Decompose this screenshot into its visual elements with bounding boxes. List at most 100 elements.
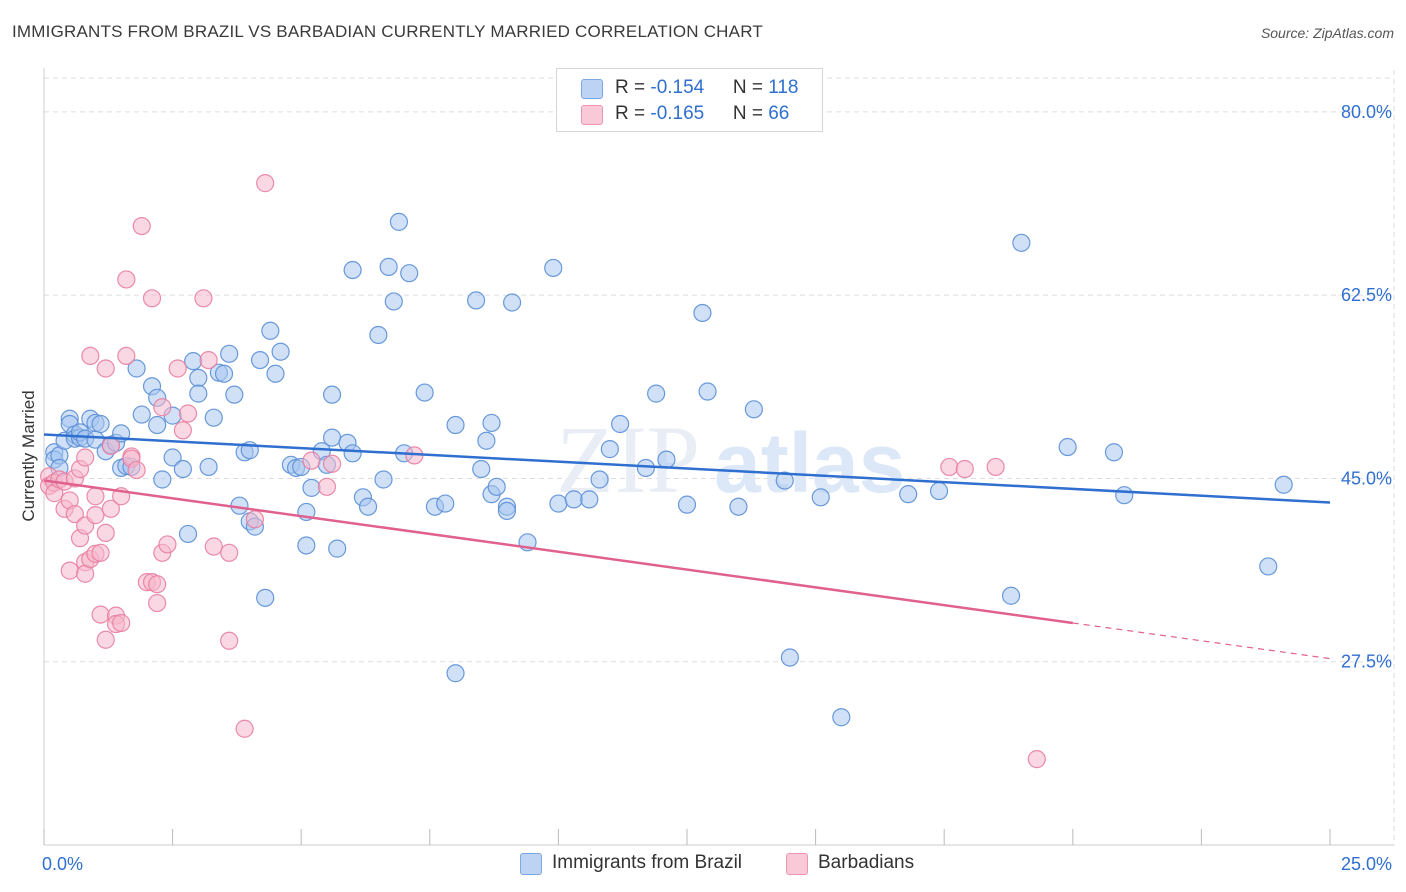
source-label: Source: ZipAtlas.com — [1260, 25, 1394, 41]
trend-line-barbadians-extension — [1072, 622, 1331, 660]
brazil-point-102 — [775, 471, 794, 490]
barbadians-point-60 — [322, 454, 342, 473]
brazil-point-79 — [446, 664, 465, 683]
legend-n-label: N = — [732, 77, 769, 98]
brazil-point-109 — [1012, 233, 1031, 252]
barbadians-point-22 — [91, 543, 110, 562]
legend-n-label: N = — [732, 103, 769, 124]
brazil-point-55 — [297, 536, 316, 555]
brazil-point-15 — [91, 414, 110, 434]
barbadians-point-51 — [199, 351, 218, 370]
legend-r-label: R = — [615, 103, 651, 124]
brazil-point-88 — [503, 293, 522, 312]
tick-labels: 27.5% 45.0% 62.5% 80.0% 0.0% 25.0% — [42, 102, 1392, 874]
barbadians-point-42 — [148, 593, 167, 613]
brazil-point-93 — [590, 470, 609, 489]
barbadians-point-25 — [96, 523, 115, 543]
brazil-point-116 — [600, 440, 619, 459]
bottom-legend-swatch-brazil — [520, 853, 542, 875]
brazil-point-48 — [256, 588, 275, 607]
brazil-point-68 — [369, 325, 388, 345]
brazil-point-23 — [127, 359, 146, 378]
brazil-point-87 — [497, 501, 517, 521]
legend-swatch-brazil — [581, 79, 603, 99]
brazil-point-51 — [271, 342, 290, 361]
brazil-point-111 — [1058, 437, 1077, 457]
brazil-point-67 — [358, 497, 378, 516]
legend-r-value-brazil: -0.154 — [650, 77, 705, 98]
barbadians-point-14 — [76, 448, 95, 467]
brazil-point-114 — [1274, 475, 1293, 494]
brazil-point-117 — [657, 450, 676, 469]
brazil-point-36 — [199, 457, 218, 477]
barbadians-point-28 — [101, 436, 120, 456]
brazil-point-77 — [436, 494, 455, 513]
barbadians-point-48 — [173, 421, 192, 440]
barbadians-point-59 — [940, 457, 959, 477]
barbadians-point-21 — [86, 506, 105, 525]
brazil-point-37 — [204, 408, 223, 427]
barbadians-point-9 — [65, 504, 84, 524]
brazil-point-61 — [322, 428, 342, 447]
barbadians-point-50 — [194, 289, 213, 308]
bottom-legend-label-brazil: Immigrants from Brazil — [552, 852, 743, 873]
barbadians-point-46 — [158, 535, 177, 554]
brazil-point-82 — [477, 431, 496, 450]
brazil-point-107 — [929, 481, 949, 501]
brazil-point-110 — [1104, 443, 1124, 462]
bottom-legend-label-barbadians: Barbadians — [818, 852, 915, 873]
barbadians-point-23 — [91, 605, 110, 624]
brazil-point-57 — [302, 478, 321, 497]
legend-swatch-barbadians — [581, 105, 603, 125]
barbadians-point-53 — [220, 543, 239, 562]
brazil-point-104 — [811, 488, 830, 507]
barbadians-point-33 — [117, 346, 136, 366]
brazil-point-99 — [698, 382, 717, 401]
brazil-point-115 — [580, 490, 599, 509]
barbadians-point-65 — [256, 174, 275, 193]
brazil-point-33 — [184, 352, 203, 371]
brazil-point-47 — [250, 351, 270, 370]
brazil-point-31 — [173, 459, 192, 479]
trend-line-barbadians — [43, 479, 1073, 625]
barbadians-point-43 — [148, 575, 167, 594]
y-tick-label-3: 80.0% — [1341, 102, 1392, 122]
barbadians-point-38 — [132, 216, 151, 236]
barbadians-point-57 — [302, 451, 321, 470]
brazil-point-62 — [328, 539, 347, 558]
x-tick-label-0: 0.0% — [42, 854, 83, 874]
brazil-point-94 — [611, 414, 630, 434]
brazil-point-81 — [472, 459, 491, 479]
brazil-point-39 — [214, 364, 234, 383]
barbadians-point-37 — [127, 460, 146, 480]
brazil-point-60 — [322, 385, 342, 404]
brazil-point-91 — [549, 494, 568, 513]
barbadians-point-19 — [86, 487, 105, 506]
brazil-point-112 — [1259, 557, 1278, 576]
barbadians-point-61 — [317, 477, 337, 496]
brazil-point-105 — [832, 708, 851, 727]
brazil-point-75 — [415, 383, 434, 402]
brazil-point-85 — [487, 477, 506, 496]
brazil-point-35 — [189, 384, 208, 403]
brazil-point-98 — [693, 303, 712, 323]
barbadians-point-55 — [235, 719, 254, 738]
trend-line-brazil — [43, 433, 1331, 504]
barbadians-point-34 — [117, 270, 136, 289]
chart-title: IMMIGRANTS FROM BRAZIL VS BARBADIAN CURR… — [12, 22, 763, 41]
barbadians-point-52 — [204, 537, 223, 556]
brazil-point-113 — [1115, 486, 1134, 505]
barbadians-point-24 — [96, 359, 115, 378]
legend-r-value-barbadians: -0.165 — [650, 103, 705, 124]
barbadians-point-31 — [112, 613, 131, 633]
barbadians-point-26 — [96, 630, 115, 649]
brazil-point-108 — [1001, 586, 1021, 605]
barbadians-point-47 — [168, 359, 187, 378]
barbadians-point-54 — [220, 631, 239, 650]
brazil-point-92 — [564, 490, 583, 509]
barbadians-point-62 — [986, 457, 1005, 477]
grid-lines — [44, 70, 1395, 845]
barbadians-point-49 — [178, 404, 198, 423]
brazil-point-50 — [266, 364, 285, 383]
x-tick-label-1: 25.0% — [1341, 854, 1392, 874]
